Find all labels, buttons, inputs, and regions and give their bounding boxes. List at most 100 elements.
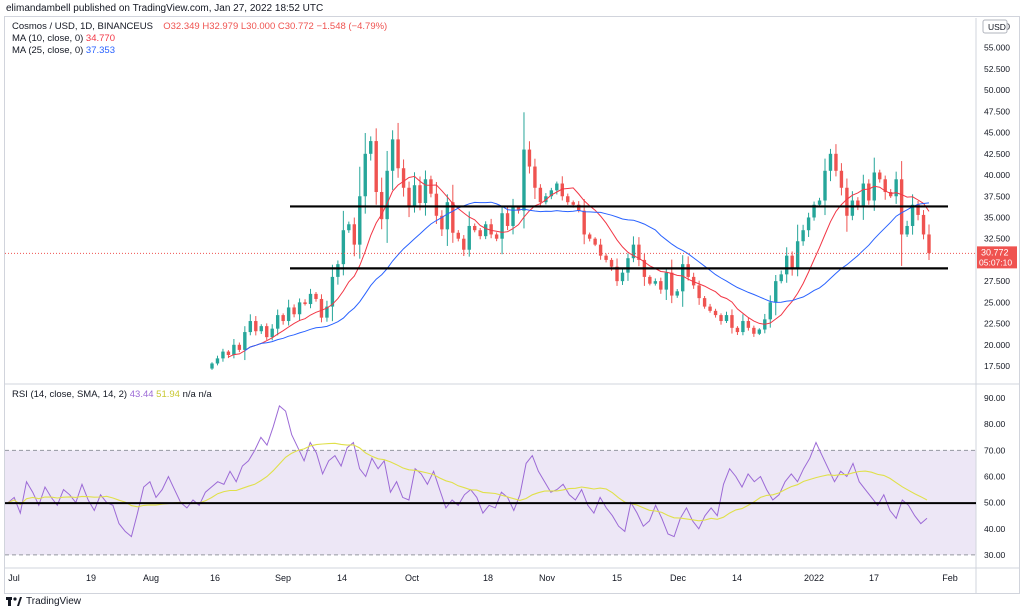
candle[interactable]: [390, 130, 395, 190]
candle[interactable]: [642, 253, 647, 286]
candle[interactable]: [653, 278, 658, 286]
candle[interactable]: [560, 176, 564, 201]
candle[interactable]: [615, 258, 619, 286]
candle[interactable]: [369, 136, 373, 161]
candle[interactable]: [489, 218, 493, 239]
candle[interactable]: [401, 159, 406, 197]
candle[interactable]: [867, 179, 871, 205]
candle[interactable]: [303, 299, 307, 306]
candle[interactable]: [670, 259, 674, 304]
candle[interactable]: [620, 268, 625, 285]
candle[interactable]: [374, 128, 378, 205]
candle[interactable]: [456, 230, 460, 242]
tradingview-footer[interactable]: TradingView: [6, 596, 81, 607]
candle[interactable]: [784, 247, 789, 283]
candle[interactable]: [746, 317, 751, 331]
candle[interactable]: [598, 238, 603, 260]
candle[interactable]: [921, 210, 926, 240]
candle[interactable]: [522, 112, 526, 229]
candle[interactable]: [533, 158, 537, 200]
candle[interactable]: [221, 348, 225, 362]
candle[interactable]: [774, 274, 778, 316]
candle[interactable]: [281, 313, 285, 325]
candle[interactable]: [697, 280, 701, 305]
candle[interactable]: [648, 275, 652, 286]
candle[interactable]: [215, 355, 220, 366]
candle[interactable]: [637, 237, 641, 267]
candle[interactable]: [681, 255, 685, 307]
candle[interactable]: [812, 201, 816, 221]
candle[interactable]: [708, 303, 712, 313]
candle[interactable]: [429, 175, 433, 198]
candle[interactable]: [237, 342, 242, 353]
candle[interactable]: [872, 157, 876, 211]
candle[interactable]: [691, 272, 696, 289]
candle[interactable]: [905, 220, 909, 237]
candle[interactable]: [730, 309, 734, 334]
candle[interactable]: [910, 194, 915, 235]
candle[interactable]: [927, 224, 931, 261]
candle[interactable]: [527, 141, 532, 174]
candle[interactable]: [702, 295, 707, 309]
candle[interactable]: [473, 223, 477, 233]
candle[interactable]: [440, 210, 444, 237]
candle[interactable]: [894, 171, 898, 204]
candle[interactable]: [735, 326, 740, 335]
candle[interactable]: [292, 304, 296, 318]
candle[interactable]: [719, 313, 723, 325]
candle[interactable]: [243, 326, 247, 361]
candle[interactable]: [445, 194, 450, 246]
candle[interactable]: [423, 170, 428, 216]
candle[interactable]: [379, 177, 384, 230]
candle[interactable]: [308, 288, 313, 309]
candle[interactable]: [817, 197, 822, 207]
candle[interactable]: [664, 267, 668, 300]
candle[interactable]: [741, 314, 745, 336]
candle[interactable]: [828, 148, 833, 182]
candle[interactable]: [834, 144, 838, 177]
candle[interactable]: [713, 308, 718, 318]
candle[interactable]: [801, 224, 805, 246]
candle[interactable]: [631, 236, 636, 263]
candle[interactable]: [500, 205, 504, 255]
candle[interactable]: [254, 316, 258, 336]
candle[interactable]: [210, 362, 214, 370]
candle[interactable]: [538, 184, 543, 206]
candle[interactable]: [407, 181, 411, 218]
candle[interactable]: [883, 175, 887, 200]
candle[interactable]: [248, 314, 253, 336]
candle[interactable]: [314, 291, 318, 302]
candle[interactable]: [587, 232, 592, 242]
candle[interactable]: [297, 298, 302, 322]
candle[interactable]: [478, 228, 482, 240]
candle[interactable]: [626, 253, 630, 281]
candle[interactable]: [363, 133, 367, 214]
candle[interactable]: [341, 210, 346, 276]
candle[interactable]: [861, 174, 866, 220]
candle[interactable]: [757, 328, 762, 336]
candle[interactable]: [418, 176, 422, 211]
candle[interactable]: [467, 211, 471, 257]
candle[interactable]: [319, 294, 324, 323]
candle[interactable]: [839, 163, 844, 196]
candle[interactable]: [434, 182, 439, 224]
candle[interactable]: [856, 197, 860, 211]
candle[interactable]: [566, 193, 570, 205]
candle[interactable]: [352, 217, 357, 257]
currency-box[interactable]: [982, 19, 1008, 34]
candle[interactable]: [325, 300, 329, 322]
candle[interactable]: [549, 187, 554, 200]
candle[interactable]: [336, 260, 340, 285]
candle[interactable]: [779, 270, 783, 284]
candle[interactable]: [724, 311, 729, 323]
candle[interactable]: [462, 235, 466, 257]
candle[interactable]: [259, 324, 263, 334]
candle[interactable]: [286, 299, 291, 326]
candle[interactable]: [790, 251, 794, 276]
candle[interactable]: [675, 289, 679, 298]
candle[interactable]: [385, 150, 389, 243]
candle[interactable]: [330, 264, 335, 322]
candle[interactable]: [768, 295, 772, 328]
candle[interactable]: [752, 325, 756, 337]
